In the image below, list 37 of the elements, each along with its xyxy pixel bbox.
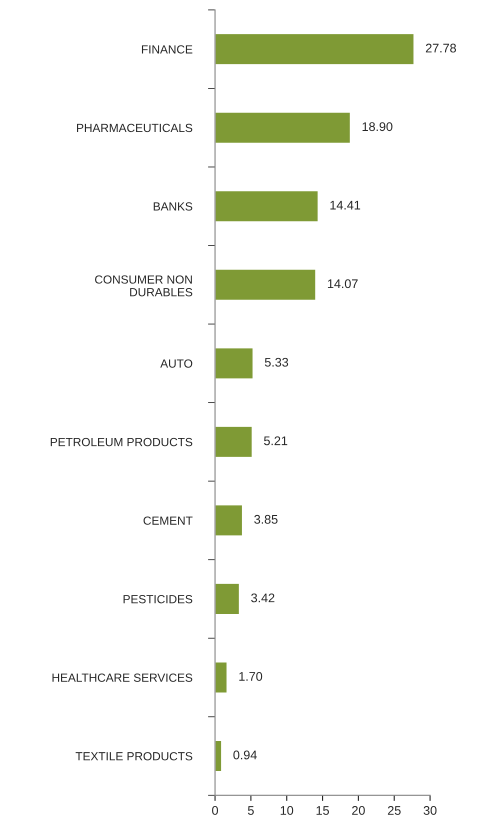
bar — [215, 111, 352, 144]
y-tick-label: AUTO — [160, 359, 192, 368]
bar — [215, 504, 244, 537]
bar — [215, 425, 254, 458]
data-label: 18.90 — [362, 122, 392, 132]
bar — [215, 268, 317, 302]
y-tick-label: PHARMACEUTICALS — [77, 124, 192, 132]
y-tick-label: FINANCE — [142, 45, 192, 54]
y-tick-label: PETROLEUM PRODUCTS — [50, 438, 192, 446]
bar — [215, 740, 222, 772]
data-label: 5.33 — [264, 358, 288, 367]
data-label: 14.41 — [330, 200, 360, 210]
data-label: 27.78 — [426, 44, 456, 53]
y-tick-label: PESTICIDES — [124, 594, 192, 604]
data-label: 1.70 — [239, 672, 262, 681]
data-label: 0.94 — [233, 750, 257, 760]
bar — [215, 346, 254, 380]
x-tick-label: 20 — [352, 806, 365, 815]
y-tick-label: BANKS — [154, 202, 192, 211]
data-label: 3.85 — [254, 514, 278, 524]
bar — [215, 582, 240, 616]
x-tick-label: 30 — [424, 806, 437, 815]
y-tick-label: CONSUMER NON DURABLES — [95, 275, 192, 296]
bar — [215, 32, 415, 66]
y-tick-label: CEMENT — [144, 516, 193, 525]
y-tick-label: HEALTHCARE SERVICES — [52, 674, 192, 682]
x-tick-label: 10 — [280, 806, 294, 815]
x-tick-label: 5 — [248, 806, 254, 815]
x-tick-label: 15 — [316, 806, 329, 815]
bar — [215, 190, 320, 223]
data-label: 5.21 — [264, 436, 288, 446]
x-tick-label: 25 — [388, 806, 401, 815]
data-label: 14.07 — [328, 279, 358, 288]
data-label: 3.42 — [251, 593, 274, 602]
bar — [215, 661, 228, 694]
x-tick-label: 0 — [212, 806, 218, 815]
y-tick-label: TEXTILE PRODUCTS — [76, 752, 192, 760]
